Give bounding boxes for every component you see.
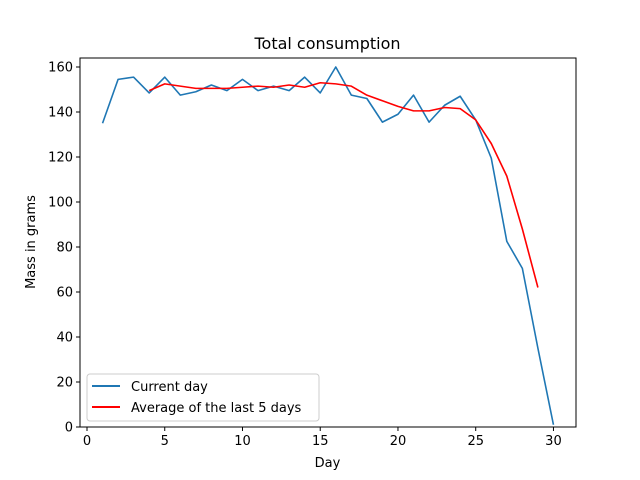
plot-frame [79, 57, 577, 428]
x-tick-label: 20 [390, 434, 407, 449]
x-axis-label: Day [315, 456, 341, 471]
y-tick-label: 160 [48, 61, 73, 76]
x-tick-label: 5 [161, 434, 169, 449]
y-tick-label: 60 [56, 286, 73, 301]
x-tick-label: 0 [83, 434, 91, 449]
y-tick-label: 120 [48, 151, 73, 166]
x-tick-label: 10 [234, 434, 251, 449]
series-line-0 [101, 66, 555, 425]
x-axis: 0 5 10 15 20 25 30 [83, 427, 562, 449]
legend-label-average: Average of the last 5 days [131, 401, 302, 416]
x-tick-label: 25 [467, 434, 484, 449]
y-tick-label: 140 [48, 106, 73, 121]
legend: Current day Average of the last 5 days [86, 373, 320, 422]
legend-label-current-day: Current day [131, 380, 208, 395]
x-tick-label: 15 [312, 434, 329, 449]
y-axis-label: Mass in grams [24, 195, 39, 289]
y-tick-label: 100 [48, 196, 73, 211]
series-line-1 [148, 81, 539, 288]
x-tick-label: 30 [545, 434, 562, 449]
plot-area [79, 57, 577, 428]
y-tick-label: 20 [56, 376, 73, 391]
y-tick-label: 80 [56, 241, 73, 256]
y-tick-label: 40 [56, 331, 73, 346]
chart-title: Total consumption [253, 34, 400, 53]
y-tick-label: 0 [65, 421, 73, 436]
legend-box [86, 373, 320, 422]
y-axis: 0 20 40 60 80 100 120 140 160 [48, 61, 80, 436]
